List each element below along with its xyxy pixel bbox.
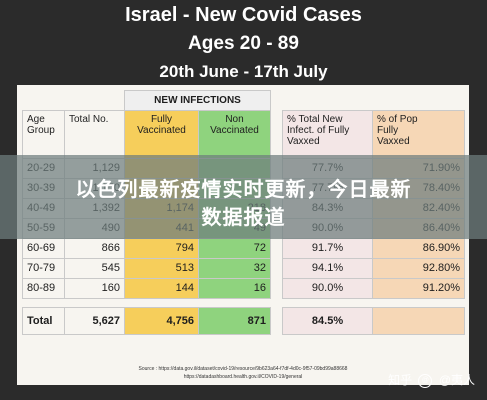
source-note: Source : https://data.gov.il/dataset/cov…: [17, 365, 469, 381]
total-cell: 866: [64, 237, 125, 259]
table-group-header-row: NEW INFECTIONS: [23, 90, 465, 111]
banner-line-1: 以色列最新疫情实时更新，今日最新: [75, 179, 412, 201]
fully-vaccinated-cell: 513: [124, 257, 199, 279]
page-subtitle-dates: 20th June - 17th July: [159, 62, 328, 81]
pct-pop-cell: 91.20%: [372, 277, 466, 299]
pct-new-infect-header: % Total New Infect. of Fully Vaxxed: [282, 109, 374, 159]
age-group-header: Age Group: [22, 109, 65, 159]
table-row: 80-89 160 144 16 90.0% 91.20%: [22, 277, 466, 299]
source-line-1: Source : https://data.gov.il/dataset/cov…: [138, 366, 348, 372]
total-pct-pop: [372, 306, 466, 335]
non-vaccinated-cell: 16: [197, 277, 272, 299]
non-vaccinated-cell: 72: [197, 237, 272, 259]
total-cell: 545: [64, 257, 125, 279]
total-label: Total: [22, 306, 65, 335]
banner-line-2: 数据报道: [201, 207, 286, 229]
pct-new-infect-cell: 90.0%: [282, 277, 374, 299]
page-subtitle-ages: Ages 20 - 89: [188, 33, 299, 54]
gap-cell: [271, 258, 283, 278]
table-row: 70-79 545 513 32 94.1% 92.80%: [22, 257, 466, 279]
total-fully-vaccinated: 4,756: [124, 306, 199, 335]
watermark: 知乎 @ @夷人: [388, 371, 475, 388]
age-cell: 70-79: [22, 257, 65, 279]
fully-vaccinated-header: Fully Vaccinated: [124, 109, 199, 159]
fully-vaccinated-cell: 794: [124, 237, 199, 259]
watermark-platform: 知乎: [388, 373, 413, 387]
source-line-2: https://datadashboard.health.gov.il/COVI…: [183, 374, 303, 380]
new-infections-header: NEW INFECTIONS: [123, 90, 272, 111]
table-row: 60-69 866 794 72 91.7% 86.90%: [22, 237, 466, 259]
total-cell: 160: [64, 277, 125, 299]
pct-pop-cell: 86.90%: [372, 237, 466, 259]
total-pct-new-infect: 84.5%: [282, 306, 374, 335]
page-title: Israel - New Covid Cases: [125, 4, 362, 26]
total-non-vaccinated: 871: [197, 306, 272, 335]
age-cell: 60-69: [22, 237, 65, 259]
pct-new-infect-cell: 91.7%: [282, 237, 374, 259]
age-cell: 80-89: [22, 277, 65, 299]
gap-cell: [271, 238, 283, 258]
watermark-user: @夷人: [438, 373, 475, 387]
at-icon: @: [418, 373, 433, 388]
fully-vaccinated-cell: 144: [124, 277, 199, 299]
total-total: 5,627: [64, 306, 125, 335]
total-header: Total No.: [64, 109, 125, 159]
headline-banner: 以色列最新疫情实时更新，今日最新 数据报道: [0, 155, 487, 239]
table-spacer: [23, 298, 465, 307]
pct-new-infect-cell: 94.1%: [282, 257, 374, 279]
non-vaccinated-header: Non Vaccinated: [197, 109, 272, 159]
gap-cell: [271, 278, 283, 298]
table-header-row: Age Group Total No. Fully Vaccinated Non…: [22, 109, 466, 159]
pct-pop-header: % of Pop Fully Vaxxed: [372, 109, 466, 159]
non-vaccinated-cell: 32: [197, 257, 272, 279]
pct-pop-cell: 92.80%: [372, 257, 466, 279]
table-total-row: Total 5,627 4,756 871 84.5%: [22, 306, 466, 335]
